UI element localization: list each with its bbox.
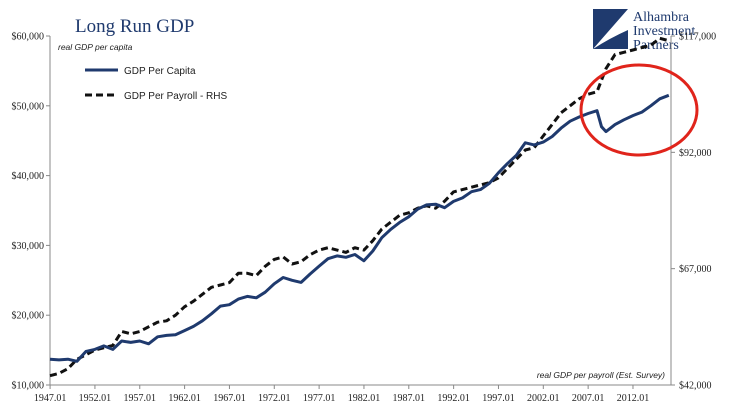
x-tick-label: 1962.01 — [168, 393, 201, 404]
left-tick-label: $30,000 — [12, 241, 45, 252]
logo-line-1: Alhambra — [633, 10, 690, 25]
right-axis-ticks: $42,000 $67,000 $92,000 $117,000 — [671, 32, 716, 392]
logo-line-3: Partners — [633, 38, 679, 53]
x-tick-label: 1997.01 — [482, 393, 515, 404]
series-layer — [49, 36, 670, 378]
x-tick-label: 2002.01 — [527, 393, 560, 404]
left-tick-label: $60,000 — [12, 32, 45, 43]
x-axis-ticks: 1947.01 1952.01 1957.01 1962.01 1967.01 1972.… — [34, 385, 649, 404]
left-tick-label: $20,000 — [12, 311, 45, 322]
chart-title: Long Run GDP — [75, 16, 194, 37]
left-tick-label: $50,000 — [12, 101, 45, 112]
left-axis-ticks: $10,000 $20,000 $30,000 $40,000 $50,000 $60,0… — [12, 32, 50, 392]
x-tick-label: 1952.01 — [79, 393, 112, 404]
x-tick-label: 2012.01 — [617, 393, 650, 404]
x-tick-label: 1987.01 — [393, 393, 426, 404]
highlight-ellipse — [579, 63, 699, 157]
series-line-gdp-per-capita — [49, 93, 670, 363]
right-tick-label: $42,000 — [679, 381, 712, 392]
x-tick-label: 1982.01 — [348, 393, 381, 404]
right-tick-label: $92,000 — [679, 148, 712, 159]
logo-swoosh-icon — [593, 9, 628, 49]
left-axis-label: real GDP per capita — [58, 42, 133, 52]
legend-label-gdp-per-capita: GDP Per Capita — [124, 66, 196, 77]
right-axis-label: real GDP per payroll (Est. Survey) — [537, 370, 665, 380]
x-tick-label: 1957.01 — [124, 393, 157, 404]
alhambra-logo: Alhambra Investment Partners — [593, 9, 695, 53]
right-tick-label: $117,000 — [679, 32, 716, 43]
x-tick-label: 2007.01 — [572, 393, 605, 404]
legend-label-gdp-per-payroll: GDP Per Payroll - RHS — [124, 91, 228, 102]
x-tick-label: 1972.01 — [258, 393, 291, 404]
x-tick-label: 1992.01 — [437, 393, 470, 404]
left-tick-label: $10,000 — [12, 381, 45, 392]
x-tick-label: 1977.01 — [303, 393, 336, 404]
legend: GDP Per Capita GDP Per Payroll - RHS — [85, 66, 228, 102]
left-tick-label: $40,000 — [12, 171, 45, 182]
series-line-gdp-per-payroll-rhs — [49, 36, 670, 378]
x-tick-label: 1967.01 — [213, 393, 246, 404]
x-tick-label: 1947.01 — [34, 393, 67, 404]
right-tick-label: $67,000 — [679, 264, 712, 275]
logo-line-2: Investment — [633, 24, 695, 39]
